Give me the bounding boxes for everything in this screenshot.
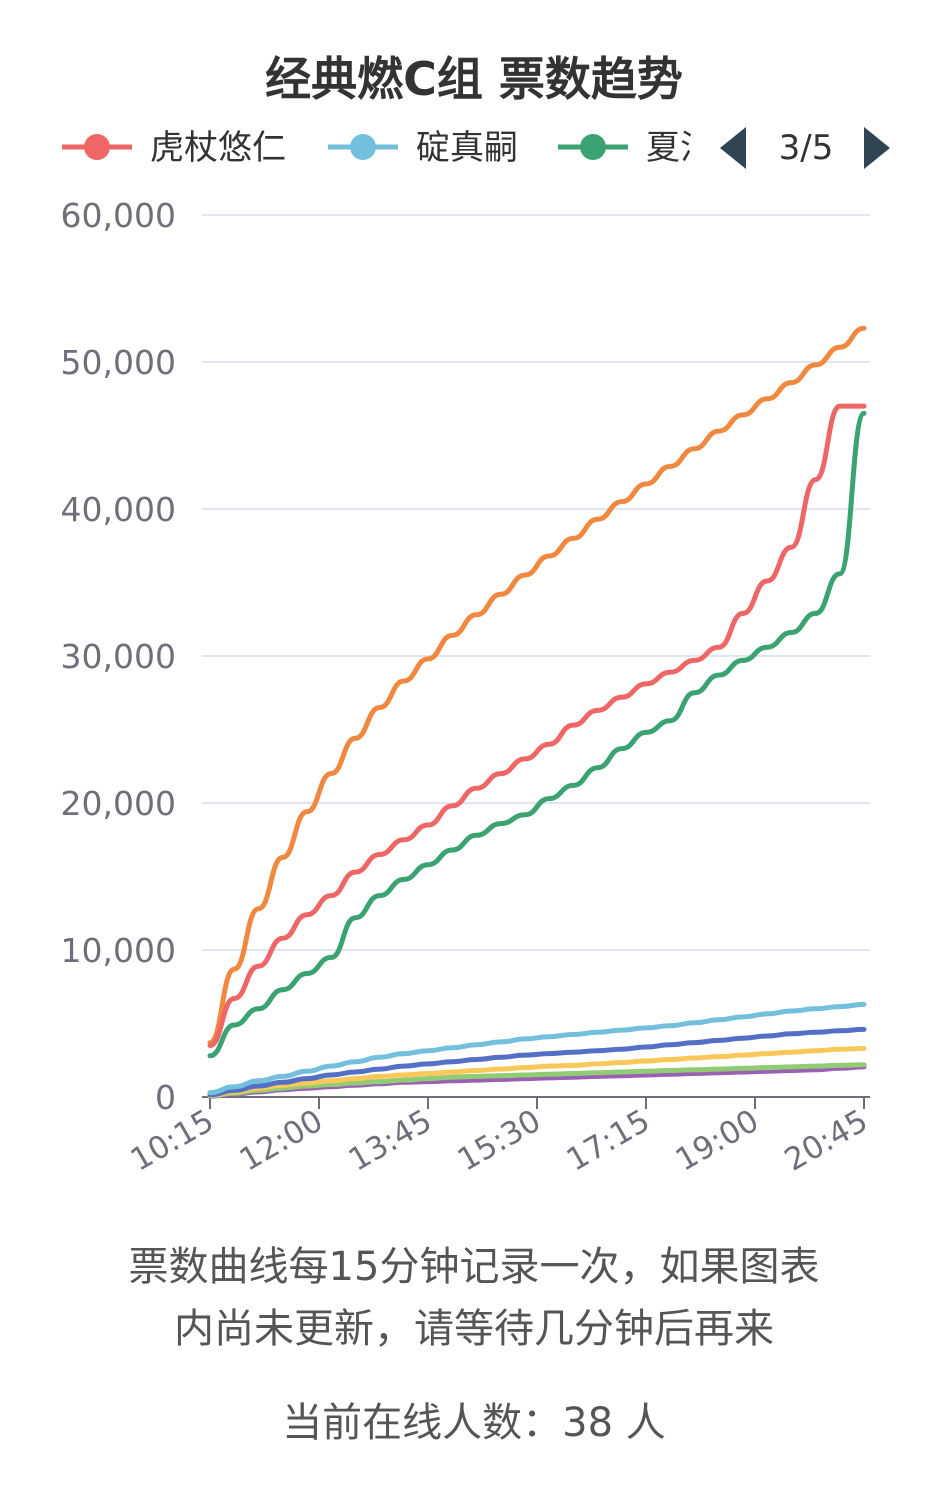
y-tick-label: 40,000 bbox=[61, 490, 176, 529]
x-tick-label: 13:45 bbox=[343, 1103, 438, 1179]
y-axis-labels: 0 10,000 20,000 30,000 40,000 50,000 60,000 bbox=[61, 196, 176, 1117]
legend-swatch-dot bbox=[84, 134, 110, 160]
y-tick-label: 20,000 bbox=[61, 784, 176, 823]
x-tick-label: 19:00 bbox=[670, 1103, 765, 1179]
online-count: 当前在线人数：38 人 bbox=[0, 1392, 948, 1454]
y-tick-label: 0 bbox=[155, 1078, 176, 1117]
legend-swatch-dot bbox=[580, 134, 606, 160]
legend-page-indicator: 3/5 bbox=[779, 128, 834, 168]
y-tick-label: 10,000 bbox=[61, 931, 176, 970]
update-note: 票数曲线每15分钟记录一次，如果图表 内尚未更新，请等待几分钟后再来 bbox=[0, 1236, 948, 1360]
y-tick-label: 50,000 bbox=[61, 343, 176, 382]
trend-chart: 经典燃C组 票数趋势 虎杖悠仁 碇真嗣 夏油杰 3/5 0 10,000 20,00… bbox=[0, 0, 948, 1230]
legend-item-碇真嗣[interactable]: 碇真嗣 bbox=[328, 128, 518, 168]
x-tick-label: 12:00 bbox=[234, 1103, 329, 1179]
x-tick-label: 20:45 bbox=[779, 1103, 874, 1179]
legend-prev-arrow-icon[interactable] bbox=[720, 127, 746, 169]
legend: 虎杖悠仁 碇真嗣 夏油杰 3/5 bbox=[62, 127, 890, 169]
y-tick-label: 30,000 bbox=[61, 637, 176, 676]
legend-label: 碇真嗣 bbox=[416, 128, 518, 168]
series-lines bbox=[210, 328, 864, 1096]
x-axis: 10:15 12:00 13:45 15:30 17:15 19:00 20:45 bbox=[125, 1097, 874, 1179]
legend-item-夏油杰[interactable]: 夏油杰 bbox=[558, 128, 748, 168]
legend-label: 虎杖悠仁 bbox=[150, 128, 286, 168]
series-line-unlabeled-orange[interactable] bbox=[210, 328, 864, 1042]
x-tick-label: 15:30 bbox=[452, 1103, 547, 1179]
chart-title: 经典燃C组 票数趋势 bbox=[265, 52, 683, 106]
x-tick-label: 17:15 bbox=[561, 1103, 656, 1179]
legend-item-虎杖悠仁[interactable]: 虎杖悠仁 bbox=[62, 128, 286, 168]
y-tick-label: 60,000 bbox=[61, 196, 176, 235]
legend-swatch-dot bbox=[350, 134, 376, 160]
legend-next-arrow-icon[interactable] bbox=[864, 127, 890, 169]
